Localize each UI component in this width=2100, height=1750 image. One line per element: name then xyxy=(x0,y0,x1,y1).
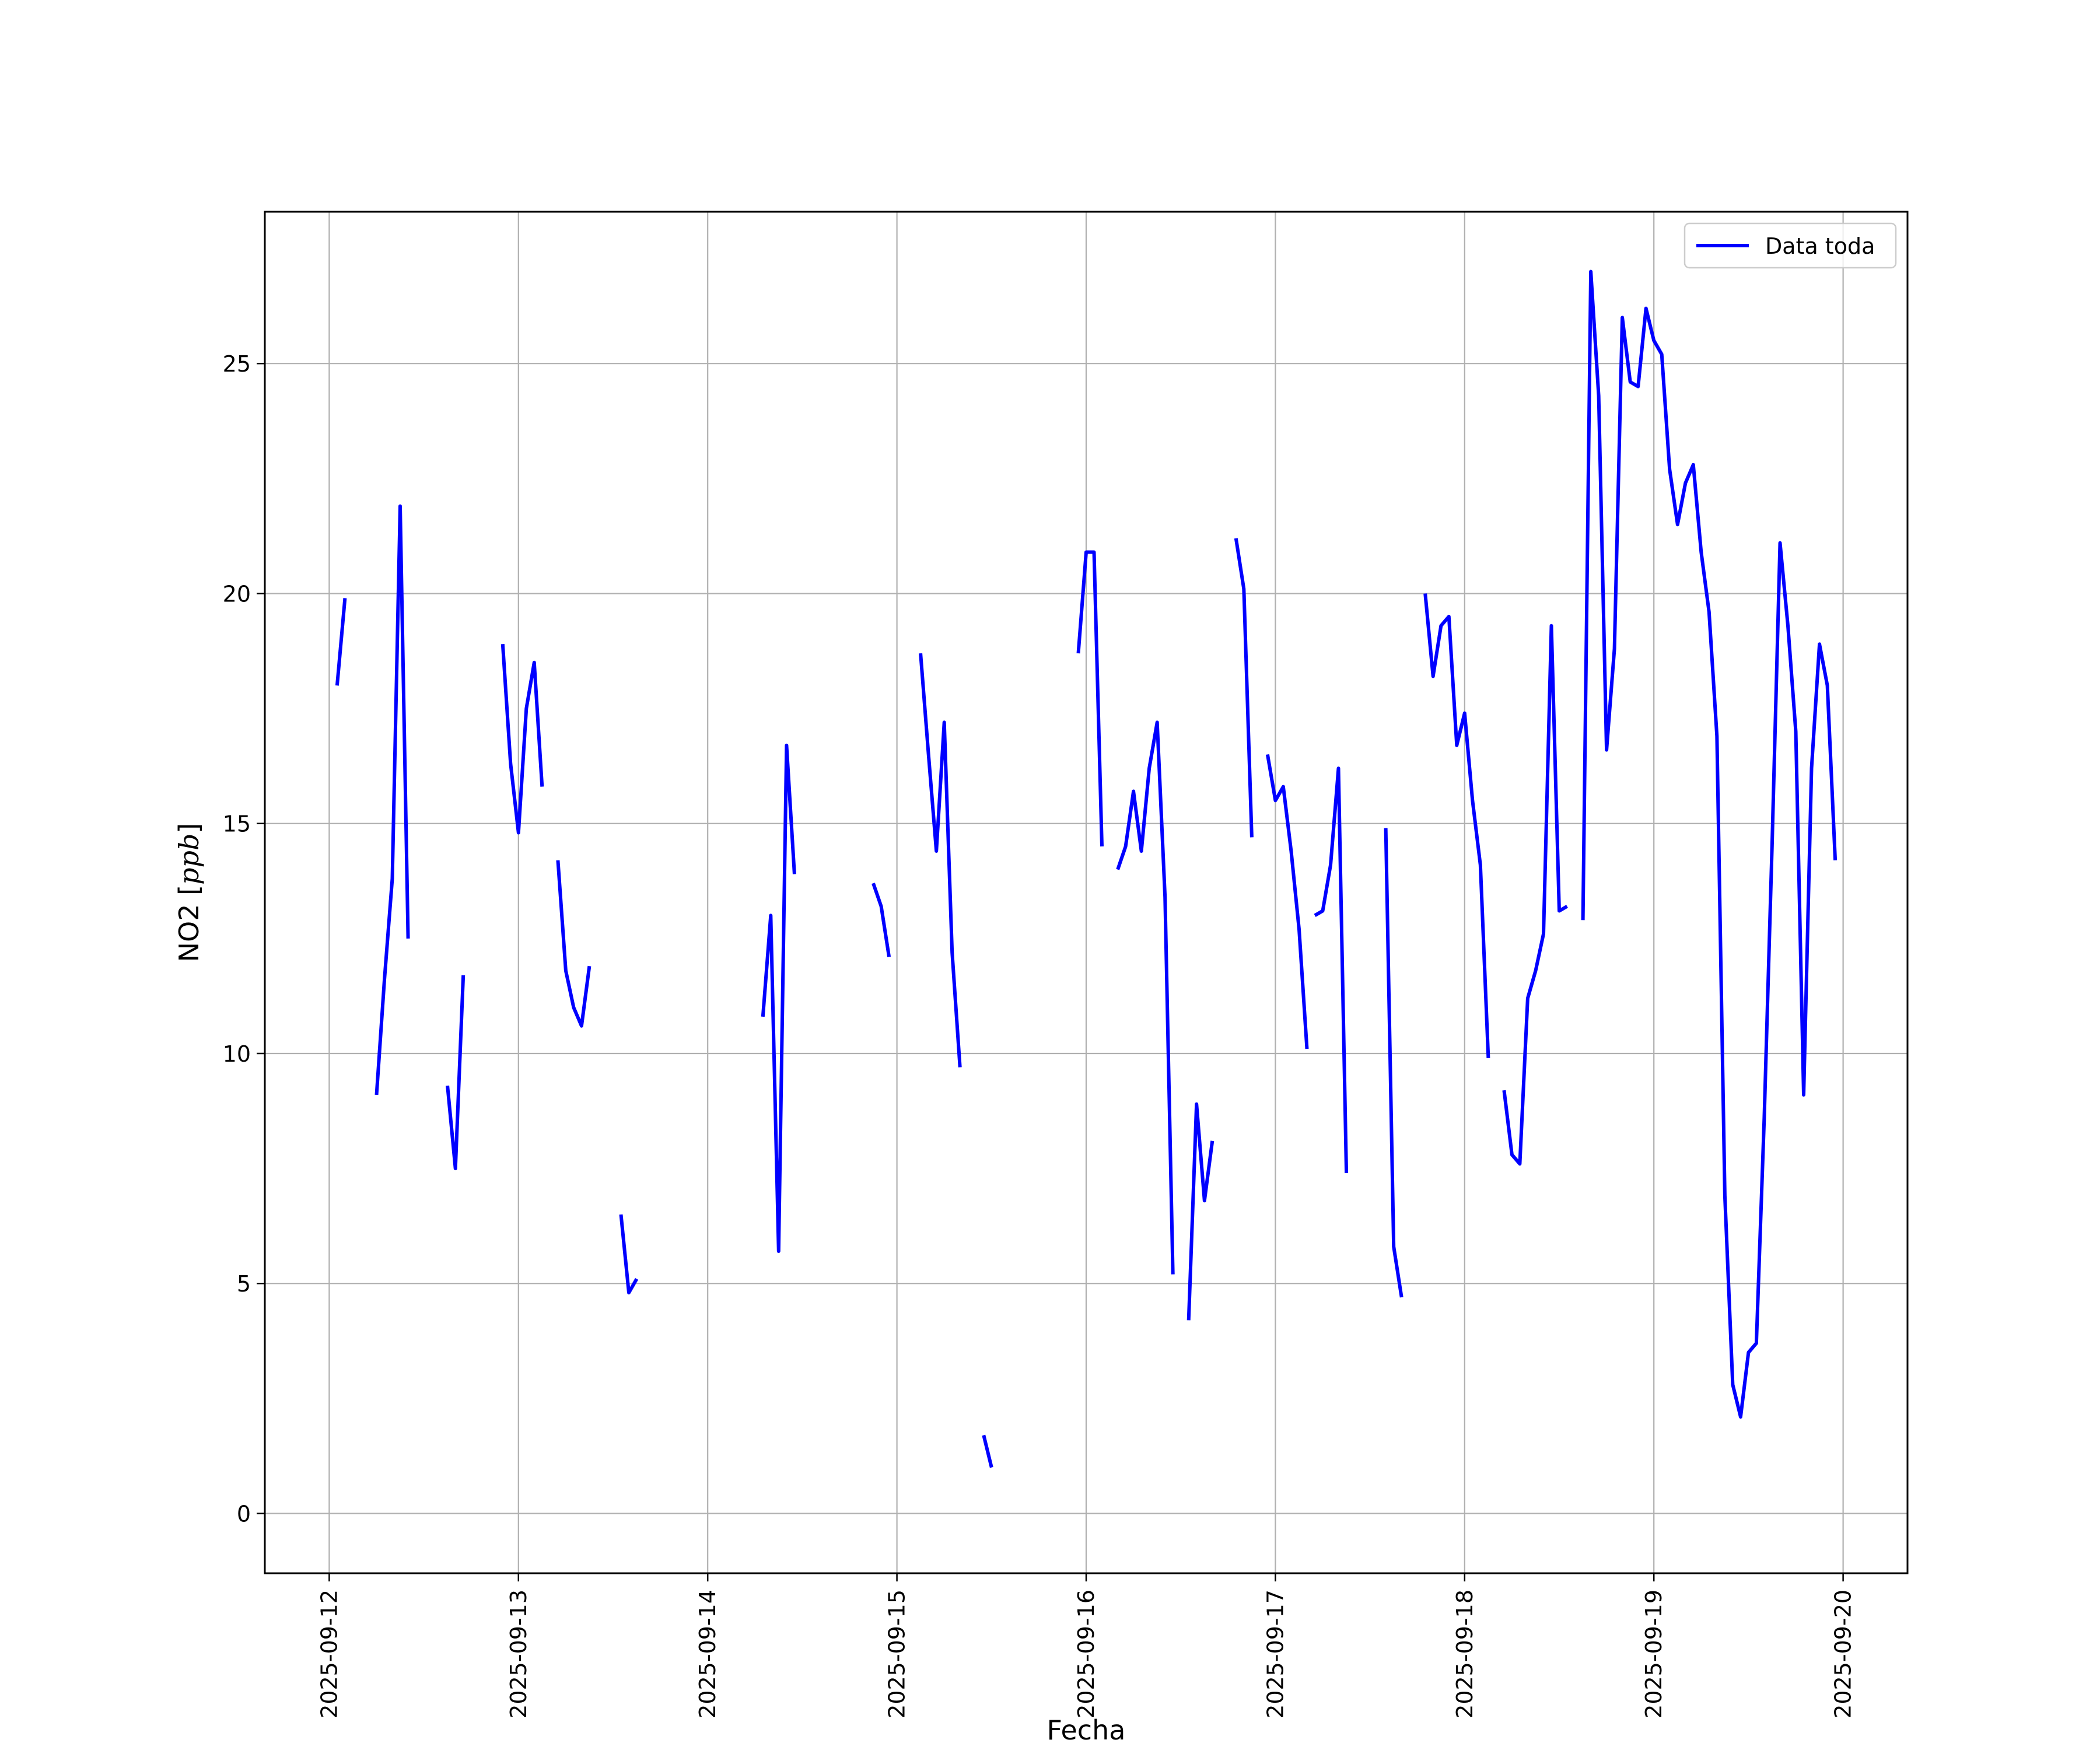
series-line-segment xyxy=(1186,1102,1214,1321)
x-tick-label: 2025-09-19 xyxy=(1641,1590,1667,1718)
series-line-segment xyxy=(1581,270,1838,1419)
series-line-segment xyxy=(872,883,891,957)
series-line-segment xyxy=(556,860,592,1028)
y-tick-label: 0 xyxy=(237,1501,251,1527)
y-axis-label-unit: ppb xyxy=(173,834,205,885)
series-line-segment xyxy=(1265,754,1309,1049)
x-tick-label: 2025-09-20 xyxy=(1831,1590,1856,1718)
x-tick-label: 2025-09-12 xyxy=(316,1590,342,1718)
x-tick-label: 2025-09-15 xyxy=(884,1590,910,1718)
x-tick-label: 2025-09-16 xyxy=(1073,1590,1099,1718)
grid xyxy=(265,212,1908,1573)
x-tick-label: 2025-09-13 xyxy=(506,1590,531,1718)
series-line-segment xyxy=(446,975,466,1171)
series-line-segment xyxy=(1423,593,1490,1059)
x-tick-label: 2025-09-14 xyxy=(695,1590,720,1718)
series-line-segment xyxy=(919,653,962,1068)
x-tick-label: 2025-09-17 xyxy=(1262,1590,1288,1718)
series-line-segment xyxy=(761,743,796,1253)
data-layer xyxy=(335,270,1838,1468)
series-line-segment xyxy=(374,504,410,1096)
y-axis-label-prefix: NO2 [ xyxy=(173,885,205,962)
y-tick-label: 20 xyxy=(223,581,251,607)
series-line-segment xyxy=(1116,720,1175,1275)
x-tick-label: 2025-09-18 xyxy=(1452,1590,1478,1718)
series-line-segment xyxy=(1076,550,1104,847)
series-line-segment xyxy=(619,1214,639,1294)
y-tick-label: 5 xyxy=(237,1271,251,1297)
series-line-segment xyxy=(1502,624,1569,1166)
series-line-segment xyxy=(1314,766,1349,1174)
legend-label: Data toda xyxy=(1765,233,1875,259)
legend: Data toda xyxy=(1684,222,1897,269)
y-axis: 0 5 10 15 20 25 xyxy=(223,351,265,1527)
series-line-segment xyxy=(982,1434,993,1468)
legend-box xyxy=(1684,222,1897,269)
y-tick-label: 25 xyxy=(223,351,251,377)
series-line-segment xyxy=(1384,828,1404,1298)
y-tick-label: 10 xyxy=(223,1041,251,1067)
series-line-segment xyxy=(501,644,544,835)
series-line-segment xyxy=(335,598,347,686)
x-axis-label: Fecha xyxy=(1047,1714,1126,1746)
y-axis-label-suffix: ] xyxy=(173,823,205,834)
series-line-segment xyxy=(1234,538,1254,838)
y-tick-label: 15 xyxy=(223,811,251,837)
y-axis-label: NO2 [ppb] xyxy=(173,823,205,963)
x-axis: 2025-09-12 2025-09-13 2025-09-14 2025-09-15… xyxy=(316,1573,1856,1718)
